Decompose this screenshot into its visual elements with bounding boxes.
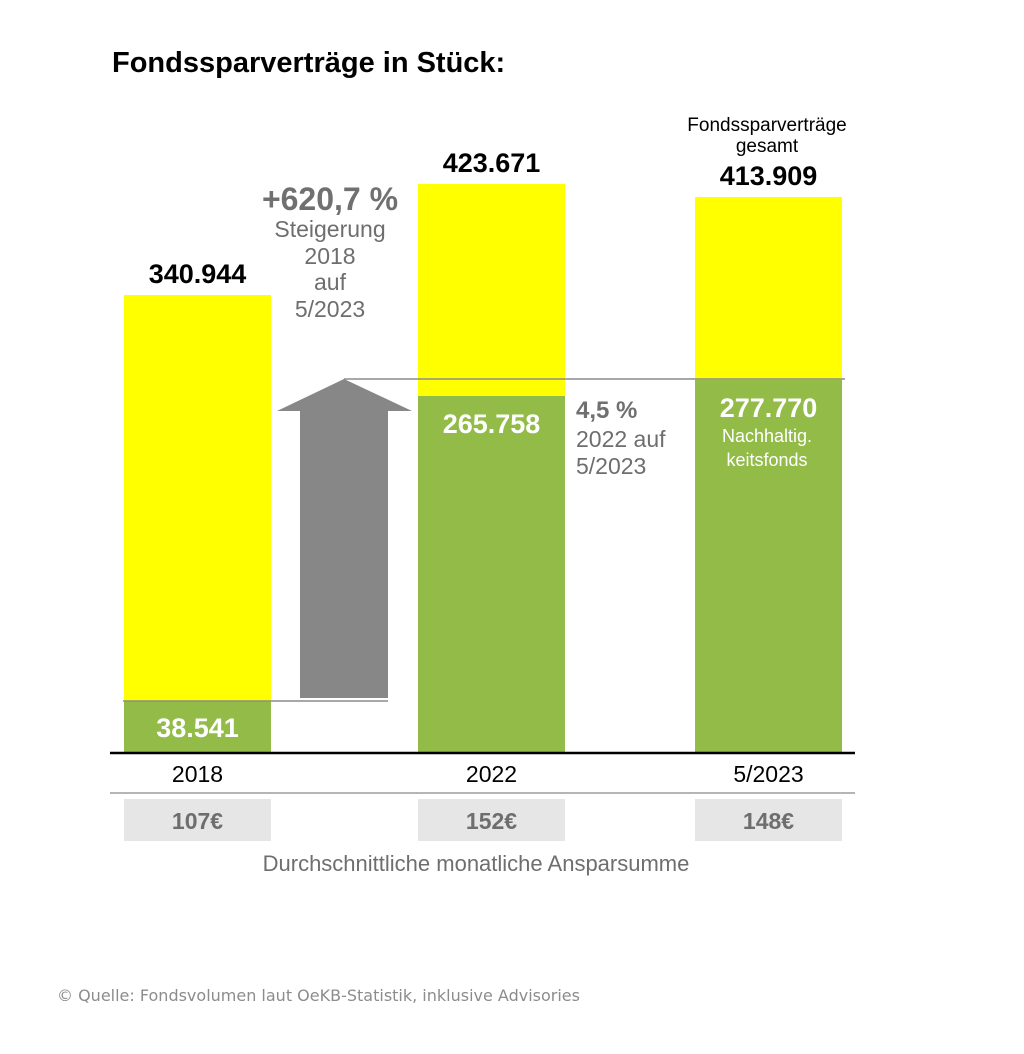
- total-value-label: 413.909: [720, 161, 818, 191]
- growth2-percent: 4,5 %: [576, 397, 637, 424]
- bars-group: 340.944 38.541 2018 107€ 423.671 265.758 2022 1…: [124, 148, 842, 841]
- avg-cell: [124, 799, 271, 841]
- avg-cell: [695, 799, 842, 841]
- total-legend-line2: gesamt: [736, 136, 799, 157]
- growth-line-4: 5/2023: [295, 296, 365, 322]
- avg-cell: [418, 799, 565, 841]
- bar-total-0: [124, 295, 271, 753]
- growth-line-3: auf: [314, 269, 347, 295]
- growth2-line-2: 5/2023: [576, 453, 646, 479]
- growth-percent: +620,7 %: [262, 181, 398, 217]
- growth-line-1: Steigerung: [274, 216, 385, 242]
- x-tick-label: 2022: [466, 761, 517, 787]
- avg-value-label: 107€: [172, 808, 223, 834]
- x-tick-label: 2018: [172, 761, 223, 787]
- growth2-line-1: 2022 auf: [576, 426, 666, 452]
- source-note: © Quelle: Fondsvolumen laut OeKB-Statist…: [57, 986, 580, 1005]
- growth-line-2: 2018: [304, 243, 355, 269]
- total-legend-line1: Fondssparverträge: [687, 115, 846, 136]
- bar-green-2: [695, 379, 842, 753]
- green-value-label: 277.770: [720, 393, 818, 423]
- growth-arrow-icon: [277, 379, 412, 698]
- avg-value-label: 148€: [743, 808, 794, 834]
- green-legend-line2: keitsfonds: [726, 450, 807, 470]
- green-legend-line1: Nachhaltig.: [722, 426, 812, 446]
- bar-green-1: [418, 395, 565, 753]
- chart-title: Fondssparverträge in Stück:: [112, 47, 505, 79]
- total-value-label: 423.671: [443, 148, 541, 178]
- bar-green-0: [124, 701, 271, 753]
- green-value-label: 265.758: [443, 409, 541, 439]
- avg-caption: Durchschnittliche monatliche Ansparsumme: [263, 851, 690, 876]
- green-value-label: 38.541: [156, 713, 239, 743]
- x-tick-label: 5/2023: [733, 761, 803, 787]
- total-value-label: 340.944: [149, 259, 247, 289]
- avg-value-label: 152€: [466, 808, 517, 834]
